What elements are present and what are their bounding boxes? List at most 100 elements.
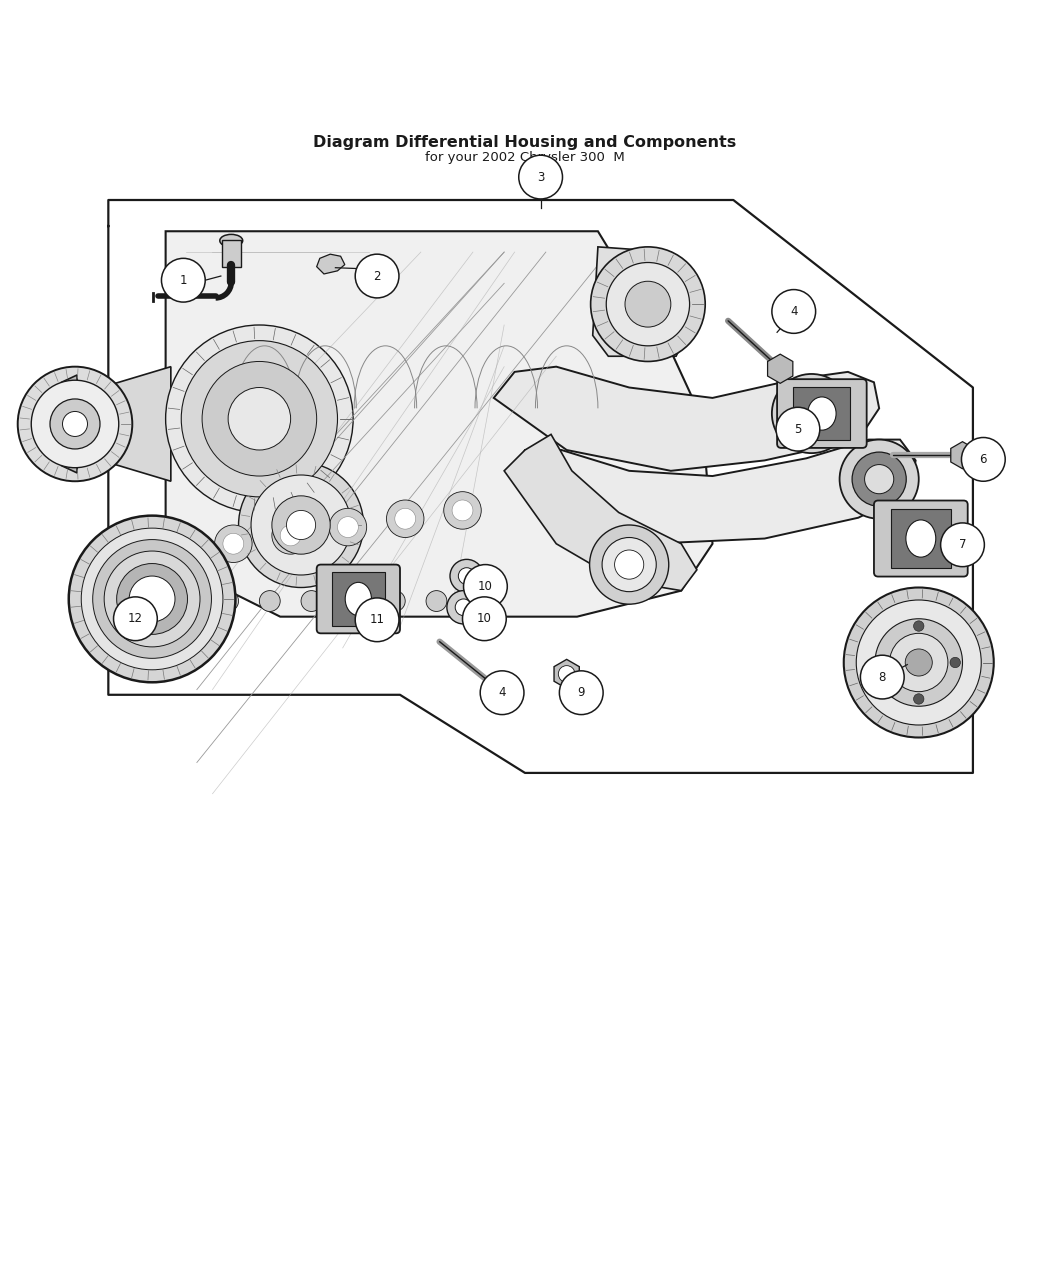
Circle shape xyxy=(272,516,310,555)
Circle shape xyxy=(606,263,690,346)
Text: for your 2002 Chrysler 300  M: for your 2002 Chrysler 300 M xyxy=(425,150,625,163)
Polygon shape xyxy=(768,354,793,384)
Circle shape xyxy=(480,671,524,714)
Circle shape xyxy=(92,539,211,658)
Circle shape xyxy=(18,367,132,481)
Circle shape xyxy=(68,515,235,682)
Polygon shape xyxy=(504,435,697,590)
Circle shape xyxy=(272,496,330,555)
Text: 4: 4 xyxy=(790,305,798,317)
Circle shape xyxy=(426,590,447,612)
Circle shape xyxy=(342,590,363,612)
Text: 12: 12 xyxy=(128,612,143,625)
Circle shape xyxy=(453,500,472,520)
Circle shape xyxy=(113,597,158,640)
Text: 9: 9 xyxy=(578,686,585,699)
Circle shape xyxy=(864,464,894,493)
Polygon shape xyxy=(592,247,687,356)
Circle shape xyxy=(625,282,671,328)
Bar xyxy=(222,240,240,266)
Circle shape xyxy=(797,399,826,428)
Circle shape xyxy=(856,601,982,725)
Text: 6: 6 xyxy=(980,453,987,465)
Circle shape xyxy=(590,525,669,604)
Text: 5: 5 xyxy=(794,423,801,436)
Circle shape xyxy=(63,412,87,436)
Circle shape xyxy=(463,565,507,608)
Circle shape xyxy=(202,361,317,476)
Circle shape xyxy=(301,590,322,612)
Circle shape xyxy=(877,658,887,668)
Circle shape xyxy=(784,386,839,441)
Circle shape xyxy=(32,380,119,468)
Circle shape xyxy=(889,634,948,691)
Circle shape xyxy=(560,671,603,714)
Circle shape xyxy=(238,463,363,588)
Circle shape xyxy=(559,666,575,682)
Circle shape xyxy=(355,598,399,641)
Polygon shape xyxy=(108,200,973,773)
Ellipse shape xyxy=(906,520,936,557)
Text: Diagram Differential Housing and Components: Diagram Differential Housing and Compone… xyxy=(313,135,737,150)
Circle shape xyxy=(905,649,932,676)
Text: 2: 2 xyxy=(374,269,381,283)
Ellipse shape xyxy=(807,397,836,430)
Circle shape xyxy=(50,399,100,449)
Polygon shape xyxy=(488,676,516,708)
Circle shape xyxy=(104,551,200,646)
Text: 4: 4 xyxy=(499,686,506,699)
Circle shape xyxy=(914,621,924,631)
Circle shape xyxy=(117,564,188,635)
Circle shape xyxy=(251,476,351,575)
Ellipse shape xyxy=(219,235,243,247)
Circle shape xyxy=(384,590,405,612)
Polygon shape xyxy=(62,375,77,473)
Circle shape xyxy=(860,655,904,699)
Circle shape xyxy=(395,509,416,529)
Circle shape xyxy=(519,156,563,199)
Circle shape xyxy=(853,453,906,506)
Bar xyxy=(332,572,384,626)
Circle shape xyxy=(280,525,301,546)
Circle shape xyxy=(456,599,471,616)
Circle shape xyxy=(614,550,644,579)
Polygon shape xyxy=(514,440,916,543)
Text: 1: 1 xyxy=(180,274,187,287)
Circle shape xyxy=(941,523,985,566)
Circle shape xyxy=(590,247,706,361)
FancyBboxPatch shape xyxy=(317,565,400,634)
Circle shape xyxy=(962,437,1005,481)
Circle shape xyxy=(162,259,205,302)
Circle shape xyxy=(772,289,816,333)
Text: 7: 7 xyxy=(959,538,966,551)
Circle shape xyxy=(81,528,223,669)
Circle shape xyxy=(287,510,316,539)
Circle shape xyxy=(950,658,961,668)
Ellipse shape xyxy=(345,583,372,616)
Bar xyxy=(891,509,950,569)
Circle shape xyxy=(459,567,475,584)
Circle shape xyxy=(337,516,358,538)
Text: 10: 10 xyxy=(478,580,492,593)
Polygon shape xyxy=(66,367,171,481)
Circle shape xyxy=(772,374,852,453)
Circle shape xyxy=(214,525,252,562)
Circle shape xyxy=(129,576,175,622)
Circle shape xyxy=(462,597,506,640)
Circle shape xyxy=(447,590,480,623)
Circle shape xyxy=(259,590,280,612)
Polygon shape xyxy=(494,367,879,470)
Circle shape xyxy=(450,560,483,593)
Polygon shape xyxy=(166,231,713,617)
Circle shape xyxy=(602,538,656,592)
Circle shape xyxy=(776,407,820,451)
FancyBboxPatch shape xyxy=(777,379,866,448)
Circle shape xyxy=(840,440,919,519)
Polygon shape xyxy=(317,254,344,274)
Polygon shape xyxy=(554,659,580,689)
Circle shape xyxy=(166,325,353,513)
Text: 8: 8 xyxy=(879,671,886,683)
Circle shape xyxy=(444,492,481,529)
Circle shape xyxy=(228,388,291,450)
Circle shape xyxy=(217,590,238,612)
